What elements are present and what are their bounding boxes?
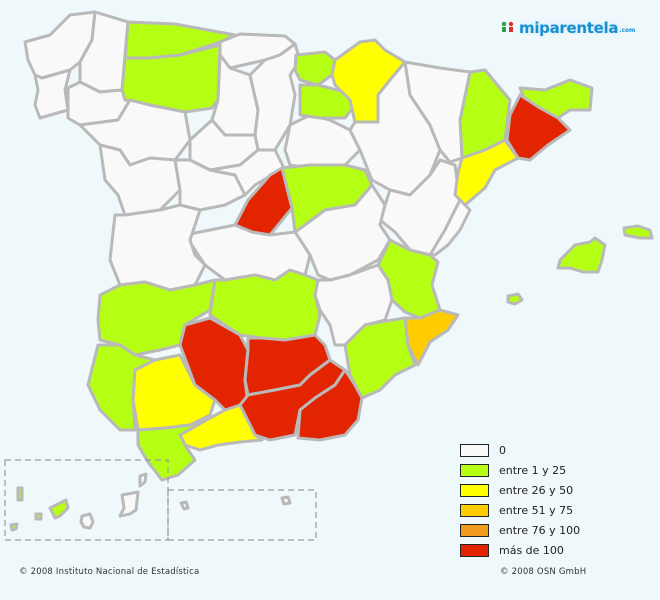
province-leon[interactable] bbox=[120, 43, 222, 114]
melilla[interactable] bbox=[280, 495, 292, 506]
legend-item-1-25: entre 1 y 25 bbox=[460, 460, 580, 480]
province-cadiz[interactable] bbox=[136, 416, 212, 482]
province-alava[interactable] bbox=[293, 50, 337, 87]
miparentela-logo[interactable]: miparentela .com bbox=[500, 18, 635, 37]
province-menorca[interactable] bbox=[622, 224, 654, 240]
province-cuenca[interactable] bbox=[293, 183, 392, 282]
province-barcelona[interactable] bbox=[505, 93, 572, 162]
legend-swatch bbox=[460, 523, 489, 537]
legend-swatch bbox=[460, 543, 489, 557]
ceuta[interactable] bbox=[179, 500, 190, 511]
legend-label: entre 1 y 25 bbox=[499, 463, 567, 477]
logo-suffix: .com bbox=[619, 27, 636, 34]
island-tenerife[interactable] bbox=[48, 498, 70, 520]
map-legend: 0 entre 1 y 25 entre 26 y 50 entre 51 y … bbox=[460, 440, 580, 560]
legend-item-26-50: entre 26 y 50 bbox=[460, 480, 580, 500]
island-gran-canaria[interactable] bbox=[79, 512, 95, 530]
legend-label: más de 100 bbox=[499, 543, 564, 557]
copyright-ine: © 2008 Instituto Nacional de Estadística bbox=[19, 567, 200, 577]
island-lanzarote[interactable] bbox=[138, 472, 148, 488]
province-mallorca[interactable] bbox=[556, 236, 607, 274]
province-soria[interactable] bbox=[283, 113, 362, 172]
logo-text: miparentela bbox=[519, 18, 619, 37]
ceuta-melilla-inset bbox=[167, 489, 317, 541]
legend-item-0: 0 bbox=[460, 440, 580, 460]
legend-item-76-100: entre 76 y 100 bbox=[460, 520, 580, 540]
island-la-palma[interactable] bbox=[16, 486, 24, 502]
province-pontevedra[interactable] bbox=[33, 68, 72, 120]
island-hierro[interactable] bbox=[9, 522, 19, 532]
province-castellon[interactable] bbox=[428, 198, 472, 257]
legend-swatch bbox=[460, 503, 489, 517]
legend-label: entre 76 y 100 bbox=[499, 523, 581, 537]
province-malaga[interactable] bbox=[178, 403, 264, 452]
island-gomera[interactable] bbox=[34, 512, 43, 521]
province-avila[interactable] bbox=[173, 158, 247, 212]
people-icon bbox=[500, 18, 516, 37]
legend-label: entre 51 y 75 bbox=[499, 503, 574, 517]
province-sevilla[interactable] bbox=[131, 353, 217, 432]
legend-swatch bbox=[460, 443, 489, 457]
legend-label: 0 bbox=[499, 443, 506, 457]
legend-swatch bbox=[460, 463, 489, 477]
province-almeria[interactable] bbox=[296, 368, 364, 442]
island-fuerteventura[interactable] bbox=[118, 490, 140, 518]
province-lleida-white[interactable] bbox=[403, 60, 472, 164]
province-tarragona[interactable] bbox=[453, 138, 520, 207]
province-caceres[interactable] bbox=[108, 203, 207, 292]
province-ciudad-real[interactable] bbox=[208, 268, 322, 342]
province-ibiza[interactable] bbox=[506, 292, 524, 306]
copyright-osn: © 2008 OSN GmbH bbox=[500, 567, 587, 577]
legend-item-51-75: entre 51 y 75 bbox=[460, 500, 580, 520]
legend-item-100-plus: más de 100 bbox=[460, 540, 580, 560]
legend-label: entre 26 y 50 bbox=[499, 483, 574, 497]
legend-swatch bbox=[460, 483, 489, 497]
